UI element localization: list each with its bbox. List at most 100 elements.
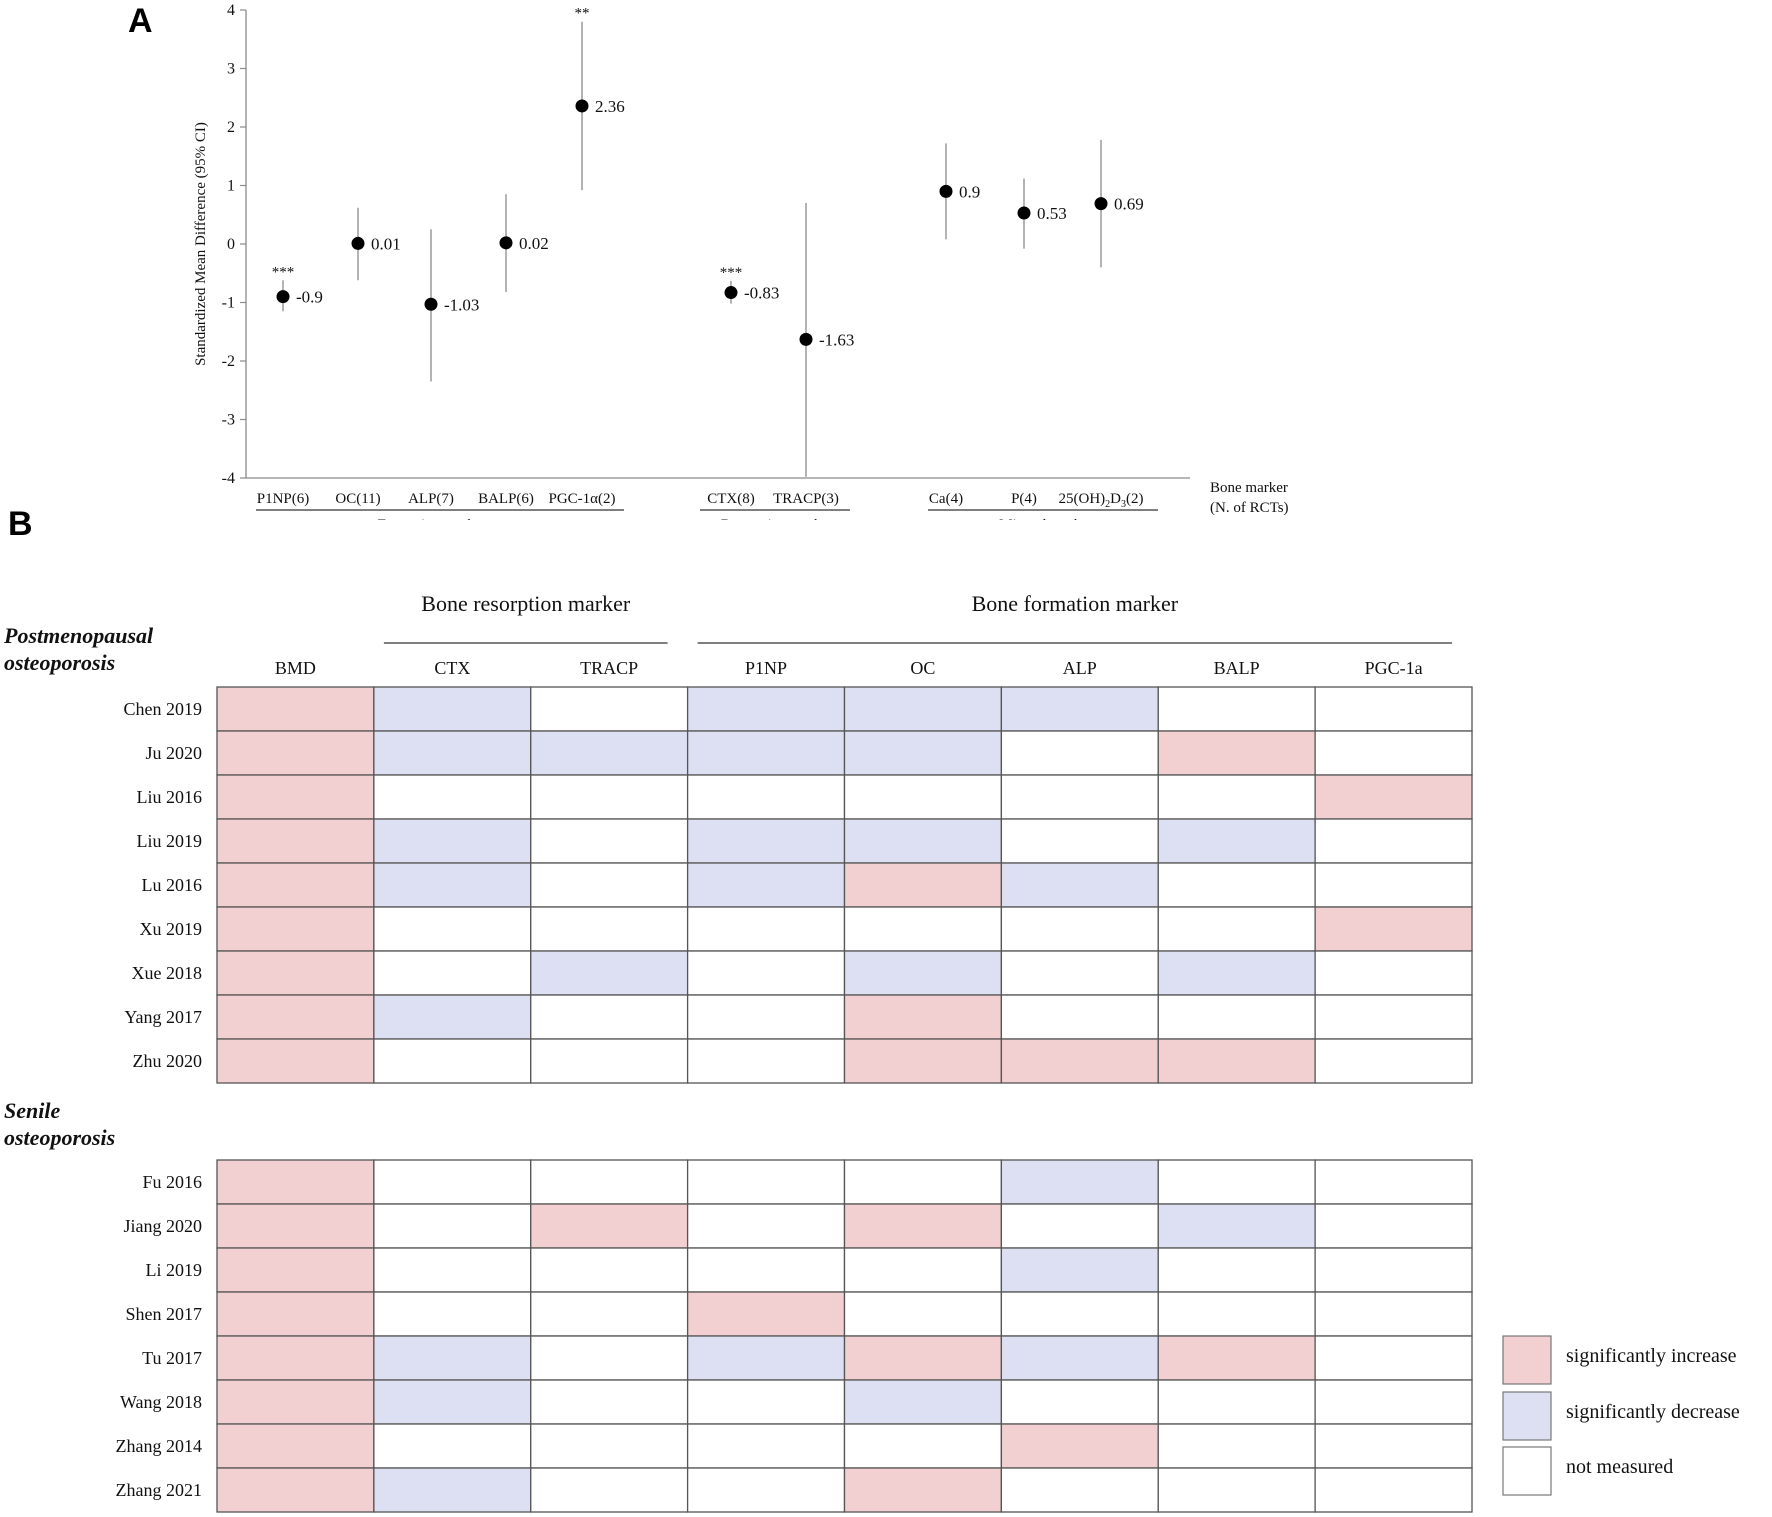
heatmap-cell [686,1467,846,1513]
heatmap-cell [843,1159,1003,1205]
heatmap-cell [373,906,532,952]
x-tick-label: PGC-1α(2) [548,491,615,507]
point-marker [499,236,513,250]
heatmap-cell [530,1379,689,1425]
heatmap-cell [1314,950,1473,996]
heatmap-cell [216,1423,375,1469]
study-label: Zhang 2021 [116,1480,202,1500]
heatmap-cell [843,1423,1003,1469]
heatmap-cell [686,862,846,908]
heatmap-cell [216,1291,375,1337]
heatmap-cell [1314,1467,1473,1513]
point-value-label: -1.63 [819,330,854,349]
x-tick-label: OC(11) [335,491,380,507]
study-label: Wang 2018 [120,1392,202,1412]
heatmap-cell [530,1467,689,1513]
heatmap-cell [686,1247,846,1293]
senile-label-line2: osteoporosis [4,1125,116,1150]
heatmap-cell [216,906,375,952]
heatmap-cell [843,1291,1003,1337]
heatmap-cell [216,950,375,996]
point-value-label: 0.69 [1114,195,1144,214]
heatmap-cell [1157,1247,1316,1293]
heatmap-cell [843,1203,1003,1249]
heatmap-cell [686,1379,846,1425]
column-header: PGC-1a [1365,658,1423,678]
heatmap-cell [843,818,1003,864]
heatmap-cell [1157,862,1316,908]
heatmap-cell [1314,1203,1473,1249]
study-label: Zhang 2014 [116,1436,202,1456]
heatmap-cell [1314,906,1473,952]
study-label: Chen 2019 [124,699,203,719]
heatmap-cell [530,730,689,776]
forest-point-group: 2.36 ** [575,6,625,191]
point-value-label: -0.83 [744,284,779,303]
column-header: P1NP [745,658,787,678]
heatmap-cell [216,994,375,1040]
column-group-title: Bone resorption marker [421,591,631,616]
significance-label: ** [575,6,590,22]
point-value-label: -1.03 [444,295,479,314]
study-label: Lu 2016 [142,875,203,895]
heatmap-cell [843,862,1003,908]
x-tick-label: TRACP(3) [773,491,839,507]
heatmap-cell [1314,1379,1473,1425]
x-tick-label: P1NP(6) [257,491,310,507]
heatmap-cell [1314,686,1473,732]
forest-point-group: 0.01 [351,207,401,281]
heatmap-cell [1157,1379,1316,1425]
forest-point-group: 0.9 [939,143,980,240]
heatmap-cell [216,1379,375,1425]
y-axis-title: Standardized Mean Difference (95% CI) [193,122,209,366]
heatmap-cell [843,730,1003,776]
heatmap-cell [1000,1291,1159,1337]
heatmap-cell [686,906,846,952]
heatmap-cell [1000,950,1159,996]
heatmap-cell [530,1291,689,1337]
heatmap-cell [1000,1247,1159,1293]
heatmap-cell [1000,862,1159,908]
postmenopausal-label-line2: osteoporosis [4,650,116,675]
point-marker [724,286,738,300]
y-tick-label: -1 [222,295,235,312]
heatmap-cell [1314,818,1473,864]
point-value-label: 0.9 [959,182,980,201]
legend-label: significantly increase [1566,1345,1737,1367]
significance-label: *** [720,265,743,281]
heatmap-cell [1157,1038,1316,1084]
column-header: TRACP [580,658,638,678]
heatmap-cell [530,950,689,996]
heatmap-cell [216,1247,375,1293]
heatmap-cell [686,1038,846,1084]
heatmap-cell [843,1038,1003,1084]
heatmap-cell [530,1423,689,1469]
heatmap-cell [686,1423,846,1469]
heatmap-cell [1000,906,1159,952]
heatmap-cell [1157,1159,1316,1205]
heatmap-cell [1000,774,1159,820]
heatmap-cell [530,906,689,952]
heatmap-cell [1157,774,1316,820]
heatmap-cell [843,774,1003,820]
study-label: Xu 2019 [140,919,203,939]
point-value-label: -0.9 [296,288,323,307]
y-tick-label: 0 [227,236,235,253]
study-label: Ju 2020 [145,743,202,763]
x-tick-label: Ca(4) [929,491,963,507]
study-label: Zhu 2020 [133,1051,203,1071]
heatmap-cell [373,730,532,776]
panel-a-label: A [128,2,153,40]
heatmap-cell [216,862,375,908]
heatmap-cell [686,950,846,996]
heatmap-cell [530,1203,689,1249]
heatmap-cell [1314,1335,1473,1381]
legend-label: significantly decrease [1566,1401,1740,1423]
point-marker [939,184,953,198]
column-header: ALP [1063,658,1097,678]
heatmap-cell [1000,1203,1159,1249]
heatmap-cell [686,1159,846,1205]
heatmap-cell [1157,730,1316,776]
group-label: Formation marker [378,517,487,520]
